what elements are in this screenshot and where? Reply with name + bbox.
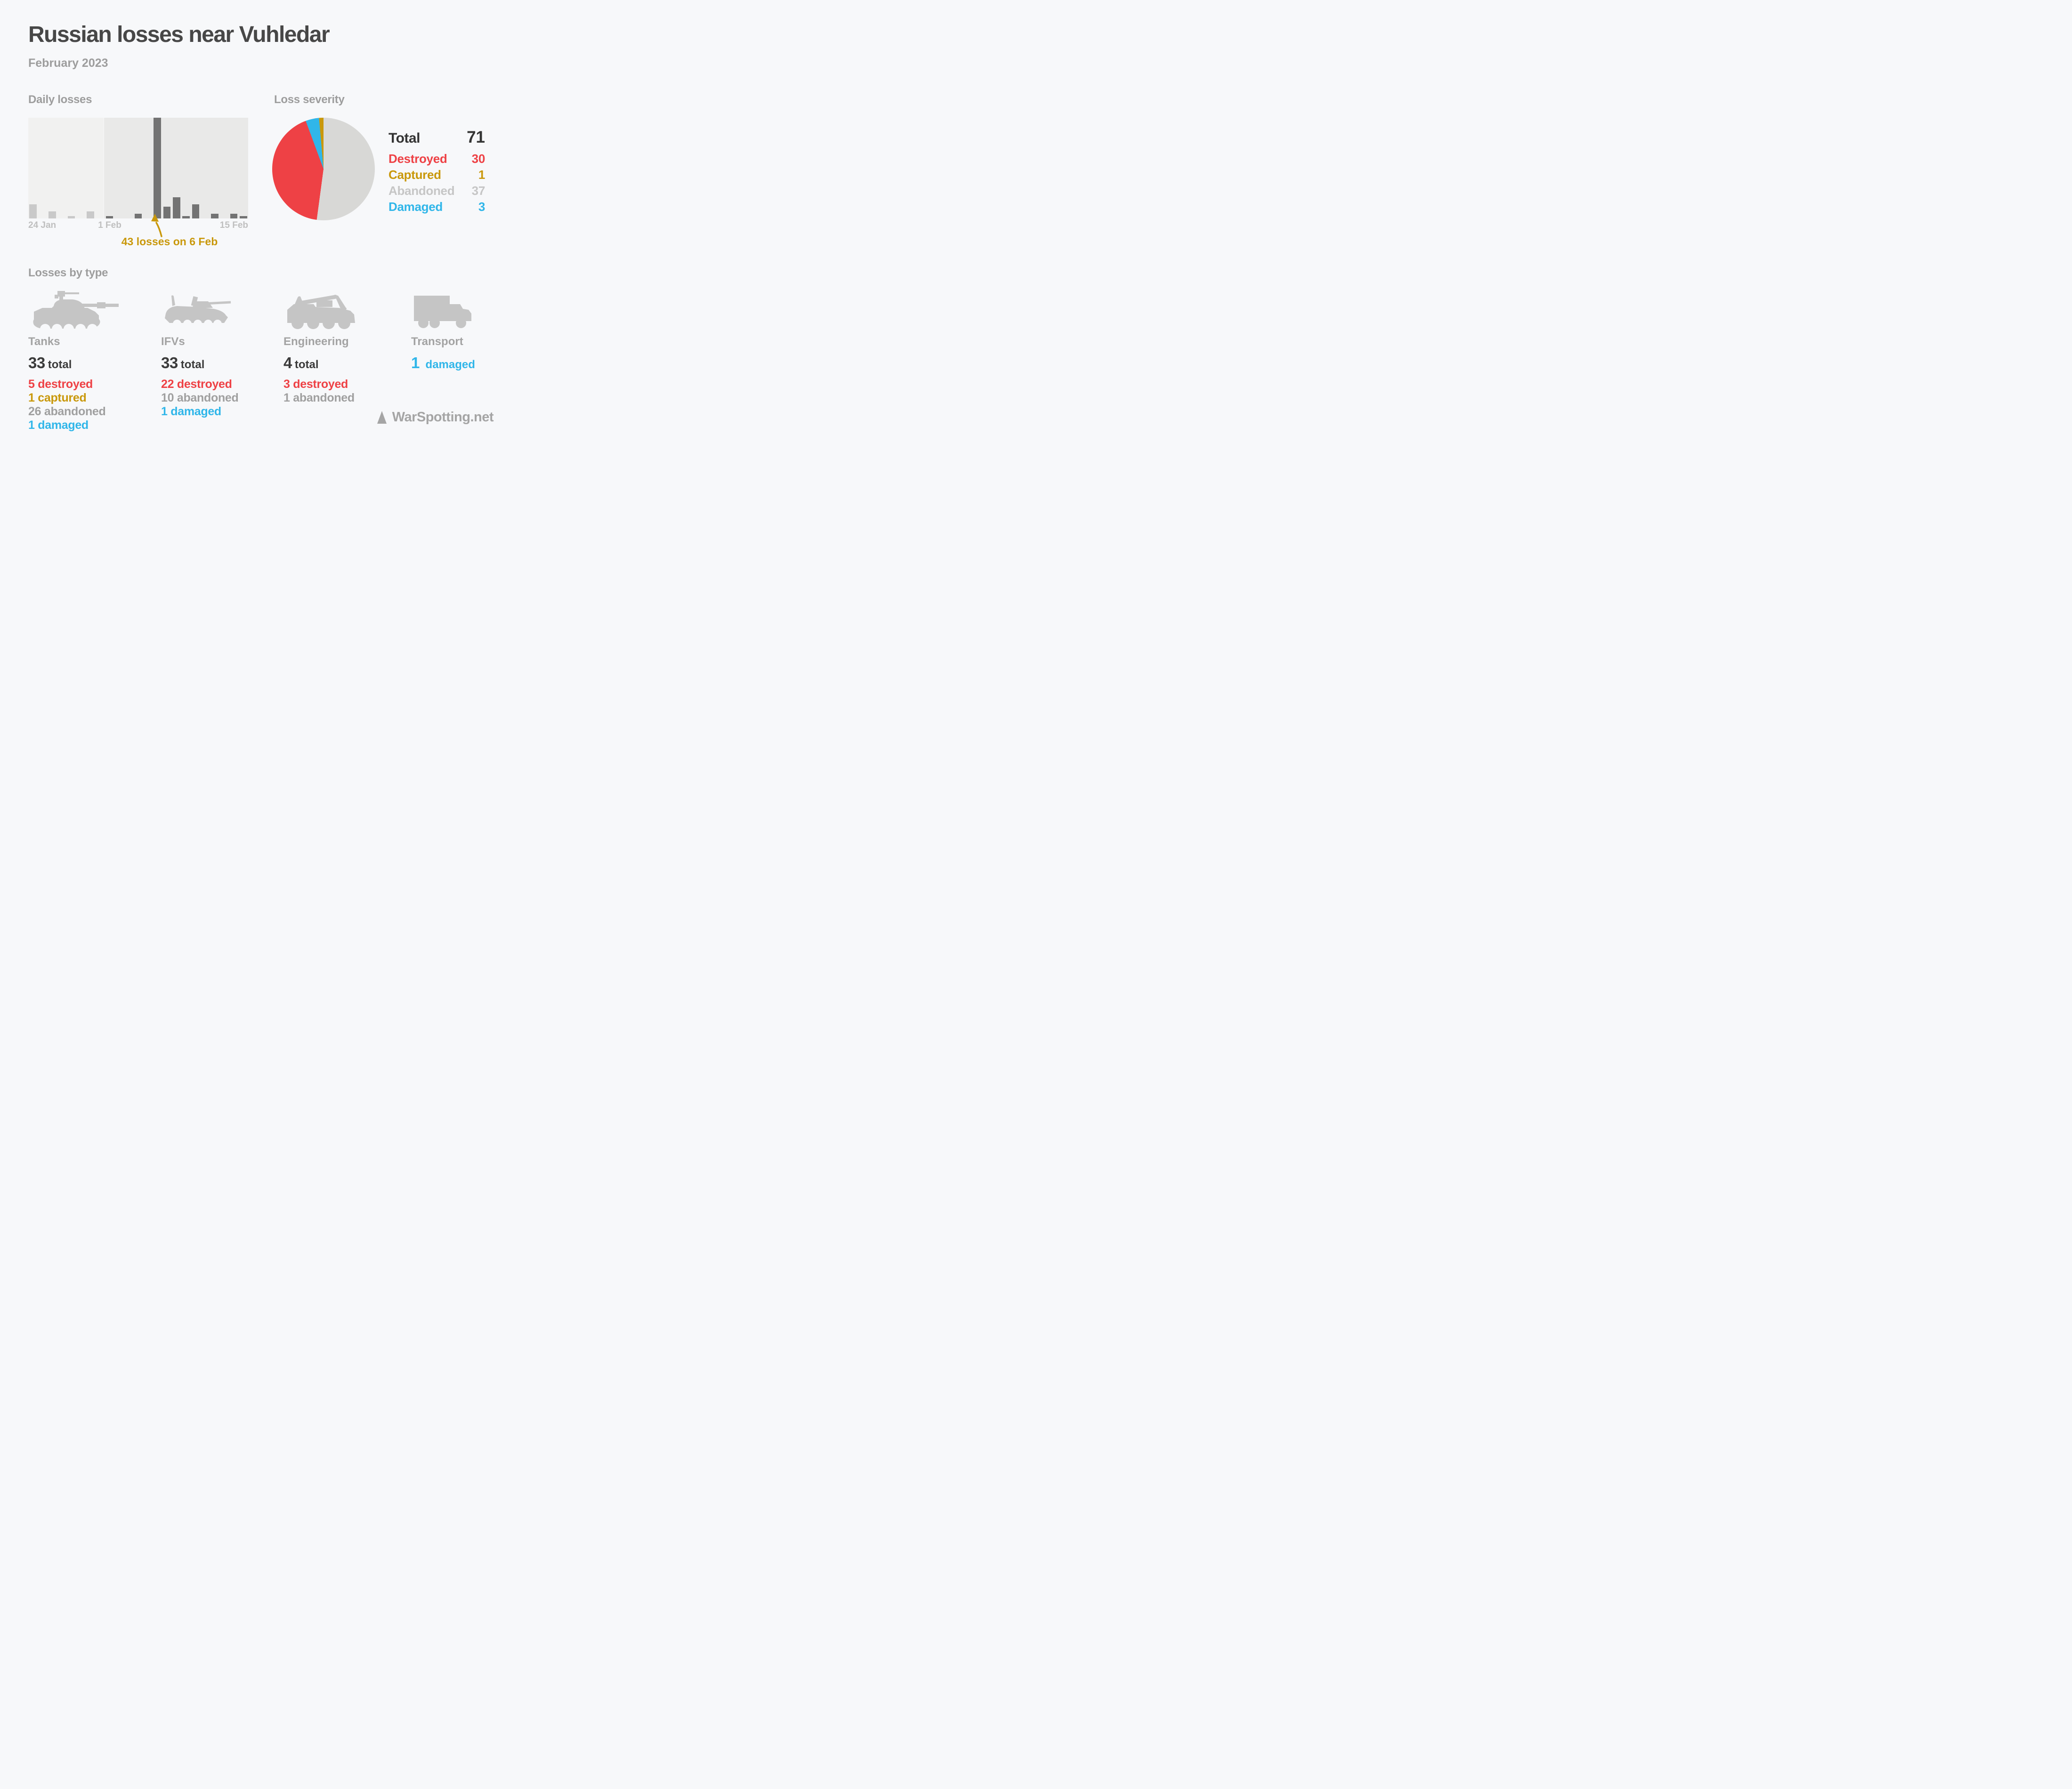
bar-1-feb: [105, 216, 113, 218]
losses-by-type-heading: Losses by type: [28, 266, 108, 279]
stat-abandoned: 26 abandoned: [28, 405, 106, 418]
warspotting-triangle-icon: [377, 411, 387, 424]
type-icon-box: [283, 287, 411, 331]
type-card-engineering: Engineering 4 total 3 destroyed 1 abandoned: [283, 287, 411, 405]
type-total-value: 33: [28, 354, 45, 371]
legend-row-label: Damaged: [388, 200, 443, 214]
ifv-icon: [165, 295, 231, 328]
daily-losses-bar-chart: [28, 118, 248, 218]
legend-row-destroyed: Destroyed 30: [388, 152, 485, 168]
type-headline-word: damaged: [422, 358, 475, 371]
type-card-ifvs: IFVs 33 total 22 destroyed 10 abandoned 1 dam…: [161, 287, 288, 419]
severity-legend: Total 71 Destroyed 30 Captured 1 Abandoned 37…: [388, 128, 485, 216]
x-tick-15-feb: 15 Feb: [219, 220, 248, 230]
bar-4-feb: [134, 214, 142, 218]
page-title: Russian losses near Vuhledar: [28, 22, 330, 47]
type-total-row: 4 total: [283, 354, 411, 372]
bar-6-feb: [154, 118, 161, 218]
type-total-word: total: [48, 358, 72, 371]
loss-severity-pie-chart: [272, 118, 375, 220]
legend-row-value: 30: [471, 152, 486, 166]
loss-severity-heading: Loss severity: [274, 93, 345, 106]
type-headline-count: 1: [411, 354, 420, 371]
type-total-value: 4: [283, 354, 292, 371]
bar-14-feb: [230, 214, 238, 218]
stat-destroyed: 3 destroyed: [283, 378, 348, 391]
x-tick-1-feb: 1 Feb: [98, 220, 121, 230]
legend-row-value: 37: [471, 184, 486, 198]
annotation-arrow-icon: [151, 214, 162, 237]
type-total-word: total: [294, 358, 319, 371]
bar-9-feb: [182, 216, 190, 218]
bar-7-feb: [163, 207, 171, 218]
legend-row-label: Destroyed: [388, 152, 447, 166]
type-icon-box: [411, 287, 518, 331]
bar-24-jan: [29, 204, 37, 218]
type-total-row: 33 total: [161, 354, 288, 372]
legend-row-label: Captured: [388, 168, 441, 182]
tank-icon: [33, 291, 119, 331]
infographic-page: Russian losses near Vuhledar February 20…: [0, 0, 518, 447]
bar-28-jan: [67, 216, 75, 218]
stat-captured: 1 captured: [28, 391, 87, 404]
bar-10-feb: [192, 204, 200, 218]
type-stats: 3 destroyed 1 abandoned: [283, 378, 411, 405]
type-label: Engineering: [283, 335, 349, 348]
legend-total-value: 71: [467, 128, 485, 146]
legend-row-captured: Captured 1: [388, 168, 485, 184]
engineering-vehicle-icon: [287, 295, 355, 329]
legend-row-label: Abandoned: [388, 184, 455, 198]
january-panel: [28, 118, 104, 218]
daily-losses-heading: Daily losses: [28, 93, 92, 106]
bar-8-feb: [172, 197, 180, 218]
type-card-transport: Transport 1 damaged: [411, 287, 518, 372]
peak-annotation: 43 losses on 6 Feb: [121, 235, 218, 248]
type-total-word: total: [180, 358, 205, 371]
legend-total-label: Total: [388, 130, 420, 146]
type-label: IFVs: [161, 335, 185, 348]
x-tick-24-jan: 24 Jan: [28, 220, 57, 230]
type-total-value: 33: [161, 354, 178, 371]
type-total-row: 33 total: [28, 354, 155, 372]
type-card-tanks: Tanks 33 total 5 destroyed 1 captured 26 aban…: [28, 287, 155, 432]
truck-icon: [414, 296, 471, 328]
stat-destroyed: 5 destroyed: [28, 378, 93, 391]
bar-15-feb: [240, 216, 247, 218]
type-stats: 5 destroyed 1 captured 26 abandoned 1 damag…: [28, 378, 155, 432]
type-label: Transport: [411, 335, 463, 348]
legend-row-value: 3: [478, 200, 485, 214]
footer-site-name: WarSpotting.net: [392, 410, 494, 425]
type-headline-row: 1 damaged: [411, 354, 518, 372]
type-icon-box: [28, 287, 155, 331]
type-icon-box: [161, 287, 288, 331]
legend-row-value: 1: [478, 168, 485, 182]
stat-destroyed: 22 destroyed: [161, 378, 232, 391]
stat-damaged: 1 damaged: [161, 405, 221, 418]
stat-damaged: 1 damaged: [28, 419, 89, 432]
legend-total-row: Total 71: [388, 128, 485, 149]
page-subtitle: February 2023: [28, 56, 108, 70]
type-stats: 22 destroyed 10 abandoned 1 damaged: [161, 378, 288, 419]
bar-26-jan: [48, 211, 56, 218]
stat-abandoned: 1 abandoned: [283, 391, 355, 404]
legend-rows: Destroyed 30 Captured 1 Abandoned 37 Damaged 3: [388, 152, 485, 216]
stat-abandoned: 10 abandoned: [161, 391, 239, 404]
legend-row-abandoned: Abandoned 37: [388, 184, 485, 200]
legend-row-damaged: Damaged 3: [388, 200, 485, 216]
footer-attribution: WarSpotting.net: [377, 410, 494, 425]
type-label: Tanks: [28, 335, 60, 348]
bar-30-jan: [87, 211, 94, 218]
bar-12-feb: [211, 214, 219, 218]
